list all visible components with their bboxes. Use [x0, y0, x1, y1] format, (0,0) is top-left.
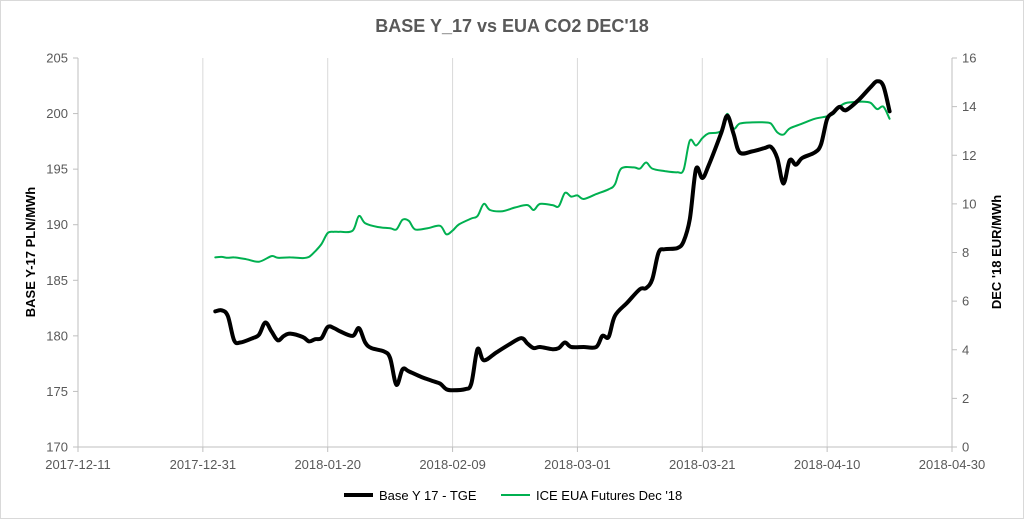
x-tick-label: 2018-01-20: [294, 457, 361, 472]
y2-tick-label: 8: [962, 245, 969, 260]
y-tick-label: 185: [46, 273, 68, 288]
y2-tick-label: 6: [962, 294, 969, 309]
y2-tick-label: 12: [962, 148, 976, 163]
y-tick-label: 175: [46, 384, 68, 399]
x-tick-label: 2018-04-10: [794, 457, 861, 472]
left-axis-title: BASE Y-17 PLN/MWh: [23, 187, 38, 318]
x-tick-label: 2017-12-31: [170, 457, 237, 472]
legend-label-base-y17: Base Y 17 - TGE: [379, 488, 477, 503]
y-tick-label: 200: [46, 106, 68, 121]
x-axis-ticks: 2017-12-11 2017-12-31 2018-01-20 2018-02-09…: [45, 457, 985, 472]
y2-tick-label: 4: [962, 342, 969, 357]
right-axis-ticks: 0 2 4 6 8 10 12 14 16: [962, 51, 976, 455]
y2-tick-label: 0: [962, 440, 969, 455]
x-tick-label: 2017-12-11: [45, 457, 111, 472]
y2-tick-label: 14: [962, 99, 976, 114]
y-tick-label: 170: [46, 440, 68, 455]
legend-label-eua-futures: ICE EUA Futures Dec '18: [536, 488, 682, 503]
series-line-eua-futures: [214, 100, 891, 263]
y-tick-label: 190: [46, 217, 68, 232]
y-tick-label: 180: [46, 328, 68, 343]
x-tick-label: 2018-03-21: [669, 457, 736, 472]
y2-tick-label: 16: [962, 51, 976, 66]
x-tick-label: 2018-03-01: [544, 457, 611, 472]
y2-tick-label: 2: [962, 391, 969, 406]
series-lines: [213, 79, 892, 393]
chart-title: BASE Y_17 vs EUA CO2 DEC'18: [375, 16, 648, 36]
series-line-base-y17: [213, 79, 892, 393]
axes: [73, 57, 957, 452]
y-tick-label: 195: [46, 162, 68, 177]
y-tick-label: 205: [46, 51, 68, 66]
left-axis-ticks: 170 175 180 185 190 195 200 205: [46, 51, 68, 455]
right-axis-title: DEC '18 EUR/MWh: [989, 195, 1004, 309]
y2-tick-label: 10: [962, 196, 976, 211]
x-tick-label: 2018-02-09: [419, 457, 486, 472]
x-tick-label: 2018-04-30: [919, 457, 986, 472]
legend: Base Y 17 - TGE ICE EUA Futures Dec '18: [344, 488, 682, 503]
